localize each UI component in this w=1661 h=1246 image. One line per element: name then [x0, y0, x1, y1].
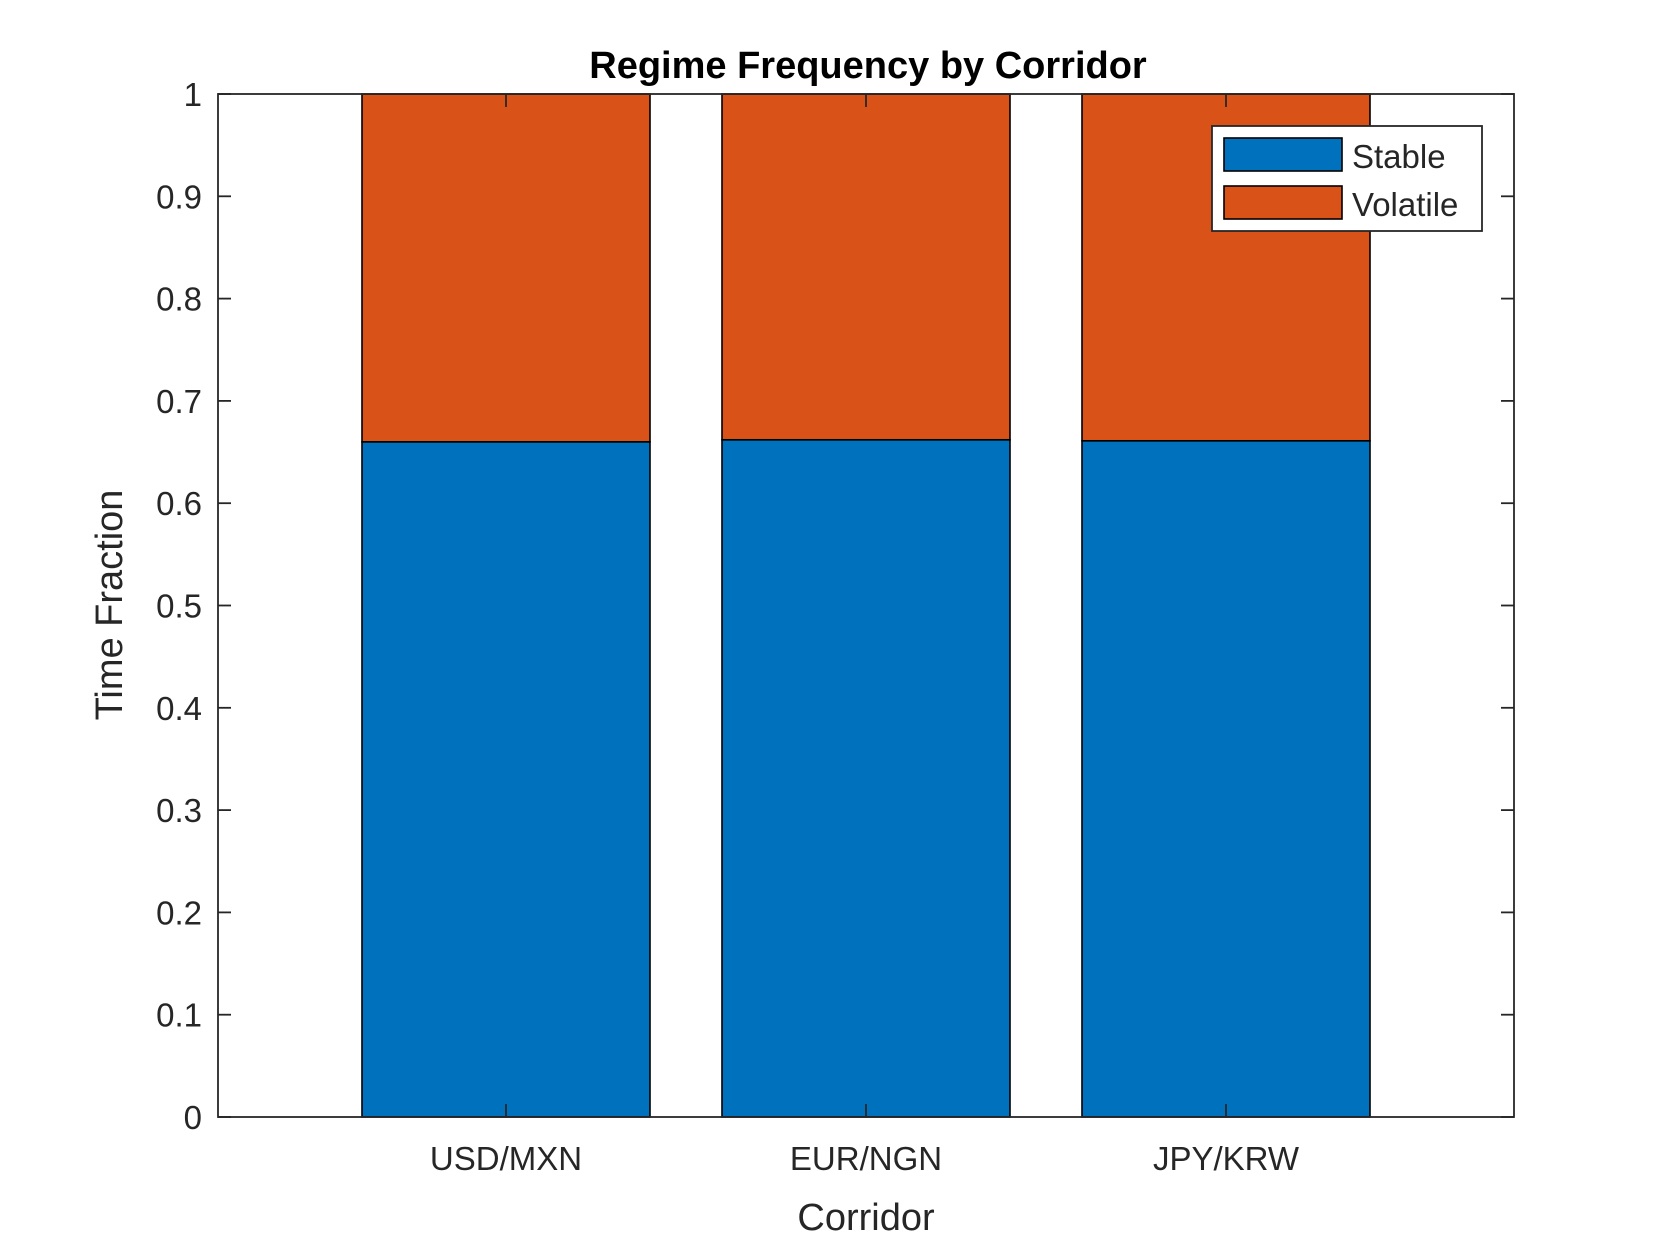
y-axis-label: Time Fraction — [89, 490, 131, 721]
x-tick-label: USD/MXN — [430, 1140, 582, 1177]
legend-swatch-stable — [1223, 137, 1343, 172]
x-tick-label: EUR/NGN — [790, 1140, 942, 1177]
y-tick-label: 0.9 — [156, 178, 202, 215]
y-tick-label: 0.6 — [156, 485, 202, 522]
bar-volatile-usd-mxn — [361, 93, 651, 443]
x-tick-label: JPY/KRW — [1153, 1140, 1300, 1177]
legend-swatch-volatile — [1223, 185, 1343, 220]
y-tick-label: 0 — [184, 1099, 202, 1136]
legend: Stable Volatile — [1211, 125, 1483, 232]
chart-title: Regime Frequency by Corridor — [589, 45, 1147, 87]
bar-volatile-eur-ngn — [721, 93, 1011, 441]
y-tick-label: 0.4 — [156, 690, 202, 727]
plot-frame — [217, 93, 1515, 1118]
y-tick-label: 0.7 — [156, 383, 202, 420]
y-tick-labels: 0 0.1 0.2 0.3 0.4 0.5 0.6 0.7 0.8 0.9 1 — [156, 76, 202, 1136]
bar-stable-eur-ngn — [721, 438, 1011, 1118]
legend-label-stable: Stable — [1352, 138, 1446, 175]
y-tick-label: 0.2 — [156, 894, 202, 931]
y-tick-label: 0.8 — [156, 281, 202, 318]
y-tick-label: 0.3 — [156, 792, 202, 829]
y-tick-label: 0.1 — [156, 997, 202, 1034]
x-axis-label: Corridor — [797, 1197, 935, 1239]
bar-stable-jpy-krw — [1081, 439, 1371, 1118]
bars — [361, 93, 1371, 1118]
legend-label-volatile: Volatile — [1352, 186, 1458, 223]
y-tick-label: 0.5 — [156, 588, 202, 625]
y-tick-label: 1 — [184, 76, 202, 113]
x-tick-labels: USD/MXN EUR/NGN JPY/KRW — [430, 1140, 1300, 1177]
bar-stable-usd-mxn — [361, 441, 651, 1118]
